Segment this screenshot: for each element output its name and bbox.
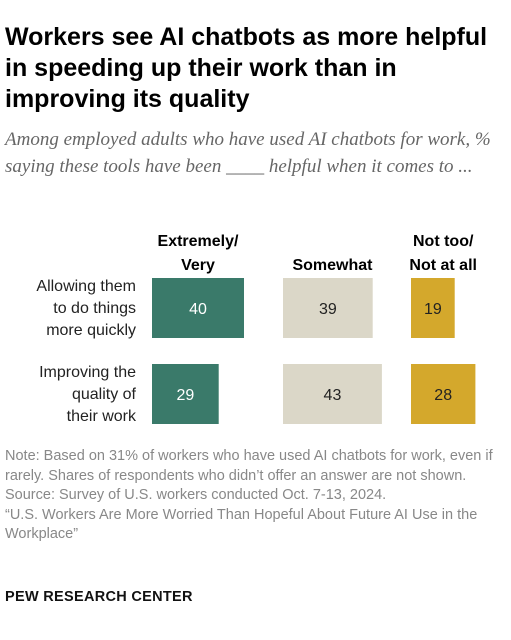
- data-label-r0-c1: 39: [319, 301, 337, 318]
- chart-subtitle: Among employed adults who have used AI c…: [5, 129, 491, 177]
- bar-r0-c2: [411, 278, 455, 338]
- data-label-r1-c2: 28: [434, 387, 452, 404]
- bar-r1-c0: [152, 364, 219, 424]
- pew-logo-text: PEW RESEARCH CENTER: [5, 589, 193, 605]
- row-label-1: Improving the quality of their work: [39, 364, 137, 425]
- column-header-1: Somewhat: [292, 257, 373, 274]
- data-label-r0-c2: 19: [424, 301, 442, 318]
- source-text: Source: Survey of U.S. workers conducted…: [5, 487, 387, 503]
- chart: Extremely/Very Somewhat Not too/Not at all…: [36, 233, 477, 425]
- column-header-0: Extremely/Very: [158, 233, 239, 274]
- data-label-r1-c1: 43: [324, 387, 342, 404]
- note-text: Note: Based on 31% of workers who have u…: [5, 448, 493, 484]
- column-header-2: Not too/Not at all: [409, 233, 477, 274]
- notes: Note: Based on 31% of workers who have u…: [5, 447, 507, 545]
- row-label-0: Allowing them to do things more quickly: [36, 278, 136, 339]
- report-title: “U.S. Workers Are More Worried Than Hope…: [5, 506, 478, 543]
- data-label-r0-c0: 40: [189, 301, 207, 318]
- bar-r1-c1: [283, 364, 382, 424]
- bar-r1-c2: [411, 364, 476, 424]
- bar-r0-c1: [283, 278, 373, 338]
- data-label-r1-c0: 29: [176, 387, 194, 404]
- bar-r0-c0: [152, 278, 244, 338]
- chart-title: Workers see AI chatbots as more helpful …: [5, 23, 488, 113]
